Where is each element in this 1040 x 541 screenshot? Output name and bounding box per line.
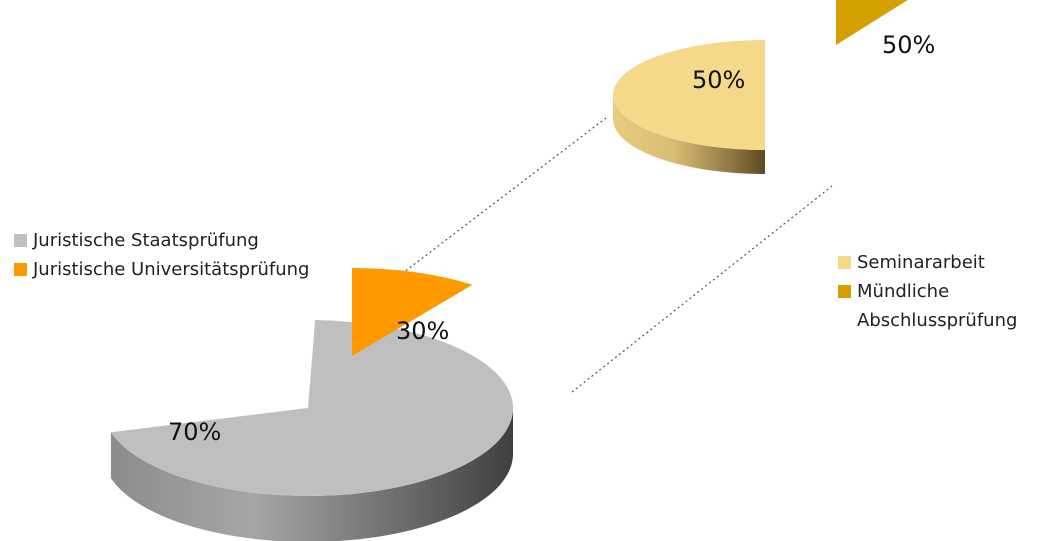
pie-slice-muendliche-pruefung — [836, 0, 908, 45]
data-label-seminararbeit: 50% — [692, 66, 745, 94]
pie-slice-universitaetspruefung-top — [352, 268, 473, 356]
pie-slice-staatspruefung-top — [110, 320, 514, 497]
data-label-staatspruefung: 70% — [168, 418, 221, 446]
pie-slice-staatspruefung — [110, 320, 514, 541]
legend-label: Juristische Staatsprüfung — [33, 230, 259, 251]
pie-slice-universitaetspruefung — [352, 268, 473, 356]
legend-swatch — [14, 234, 27, 247]
legend-swatch — [838, 256, 851, 269]
pie-slice-seminararbeit — [613, 40, 765, 174]
pie-slice-seminararbeit-top — [613, 40, 765, 150]
connector-line-2 — [571, 185, 833, 393]
legend-swatch — [838, 285, 851, 298]
pie-slice-muendliche-pruefung-top — [836, 0, 908, 45]
pie-slice-seminararbeit-side — [613, 95, 765, 174]
legend-label: Seminararbeit — [857, 252, 985, 273]
legend-item-staatspruefung: Juristische Staatsprüfung — [14, 226, 309, 255]
data-label-muendliche-pruefung: 50% — [882, 31, 935, 59]
legend-item-universitaetspruefung: Juristische Universitätsprüfung — [14, 255, 309, 284]
legend-label: Mündliche Abschlussprüfung — [857, 281, 1018, 331]
legend-swatch — [14, 263, 27, 276]
data-label-universitaetspruefung: 30% — [396, 317, 449, 345]
legend-item-muendliche-pruefung: Mündliche Abschlussprüfung — [838, 277, 1038, 335]
legend-item-seminararbeit: Seminararbeit — [838, 248, 1038, 277]
legend-label: Juristische Universitätsprüfung — [33, 259, 310, 280]
pie-slice-staatspruefung-side — [110, 408, 513, 541]
legend-primary-pie: Juristische Staatsprüfung Juristische Un… — [14, 226, 309, 284]
legend-secondary-pie: Seminararbeit Mündliche Abschlussprüfung — [838, 248, 1038, 335]
connector-line-1 — [369, 117, 607, 299]
